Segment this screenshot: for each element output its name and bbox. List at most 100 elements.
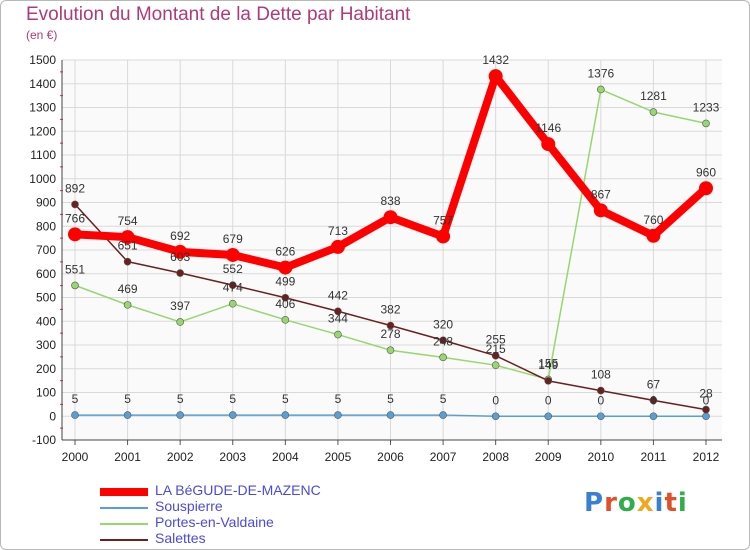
data-point [597,85,605,94]
x-tick-label: 2010 [587,450,614,464]
data-label-layer: 766 754 692 679 626 713 838 757 1432 1146 867 760 96… [65,53,720,407]
y-tick-label: -100 [32,433,56,447]
data-point [123,257,132,266]
data-point [699,181,713,196]
data-point [439,336,447,345]
data-label: 692 [170,229,190,243]
data-label: 1432 [482,53,509,67]
y-tick-label: 400 [36,314,56,328]
data-label: 754 [118,214,138,228]
data-label: 0 [650,393,657,407]
proxiti-logo: Proxiti [584,488,688,518]
data-point [281,293,290,302]
data-label: 5 [72,392,79,406]
x-tick-label: 2006 [377,450,404,464]
data-label: 155 [538,356,558,370]
data-point [593,203,608,218]
x-tick-label: 2002 [167,450,194,464]
data-label: 442 [328,288,348,302]
data-point [176,411,184,419]
data-point [436,229,451,244]
legend-swatch [100,539,148,541]
y-tick-label: 300 [36,338,56,352]
data-point [334,411,342,419]
data-point [491,412,500,421]
data-point [173,244,188,259]
x-tick-label: 2011 [641,450,667,464]
data-point [71,411,79,419]
data-label: 757 [433,213,453,227]
data-point [71,281,79,290]
data-label: 5 [387,392,394,406]
data-label: 278 [380,327,400,341]
y-tick-label: 1300 [29,101,56,115]
data-point [330,239,345,254]
data-label: 499 [275,275,295,289]
data-point [281,316,290,324]
x-tick-label: 2007 [430,450,457,464]
data-label: 0 [545,393,552,407]
data-point [334,330,342,339]
data-label: 1233 [693,100,720,114]
y-tick-label: 800 [36,219,56,233]
data-point [649,396,658,405]
x-tick-label: 2004 [272,450,299,464]
data-label: 892 [65,181,85,195]
y-tick-label: 100 [36,386,56,400]
data-point [68,227,82,242]
y-tick-label: 1000 [29,172,56,186]
data-label: 320 [433,317,453,331]
data-label: 867 [591,187,611,201]
data-point [228,411,237,419]
data-label: 5 [124,392,131,406]
data-point [176,318,184,326]
data-point [702,412,710,421]
data-label: 0 [703,393,710,407]
data-point [544,377,553,385]
data-point [439,411,447,419]
data-point [176,269,184,277]
y-tick-label: 200 [36,362,56,376]
data-label: 344 [328,312,348,326]
data-point [334,307,342,316]
data-point [597,412,605,421]
x-tick-label: 2001 [114,450,141,464]
legend-label: Souspierre [155,498,223,514]
data-label: 960 [696,165,716,179]
data-label: 108 [591,368,611,382]
data-point [386,411,395,419]
data-label: 397 [170,299,190,313]
data-label: 215 [486,342,506,356]
legend-swatch [100,507,148,509]
data-point [541,137,556,152]
data-label: 713 [328,224,348,238]
data-label: 626 [275,245,295,259]
y-tick-label: 0 [49,409,56,423]
chart-title: Evolution du Montant de la Dette par Hab… [26,4,411,25]
data-label: 255 [486,333,506,347]
data-label: 651 [118,239,138,253]
data-point [228,299,237,308]
data-point [120,230,135,245]
data-label: 603 [170,250,190,264]
y-tick-label: 500 [36,291,56,305]
data-point [383,210,398,225]
legend-swatch [100,523,148,525]
data-label: 679 [223,232,243,246]
data-label: 766 [65,211,85,225]
data-label: 469 [118,282,138,296]
data-label: 1376 [587,66,614,80]
data-point [646,228,661,243]
data-point [491,361,500,369]
data-point [649,108,658,116]
data-label: 838 [380,194,400,208]
data-label: 5 [440,392,447,406]
data-label: 0 [492,393,499,407]
y-tick-label: 1200 [29,124,56,138]
data-point [702,119,710,128]
data-point [123,301,132,309]
data-label: 5 [282,392,289,406]
data-label: 552 [223,262,243,276]
data-point [649,412,658,421]
y-tick-label: 1400 [29,77,56,91]
